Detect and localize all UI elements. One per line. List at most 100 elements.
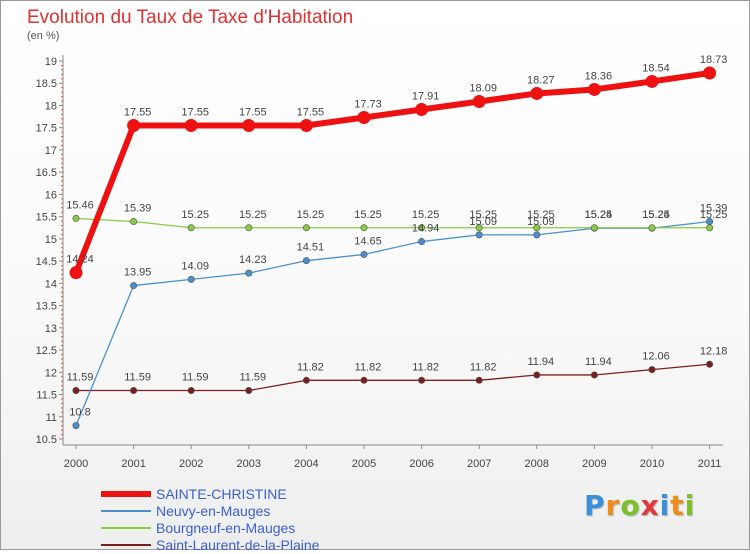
data-label: 11.82 xyxy=(355,361,382,373)
data-point xyxy=(245,269,253,277)
legend-swatch xyxy=(101,491,151,497)
logo-letter: P xyxy=(584,489,606,522)
data-label: 17.55 xyxy=(239,106,267,118)
data-label: 11.59 xyxy=(239,372,266,384)
data-label: 11.59 xyxy=(124,372,151,384)
x-tick-label: 2007 xyxy=(467,458,491,470)
data-label: 15.25 xyxy=(297,209,325,221)
x-tick-label: 2000 xyxy=(64,458,88,470)
y-tick-label: 18.5 xyxy=(36,78,57,90)
y-tick-label: 13 xyxy=(45,323,57,335)
data-label: 17.55 xyxy=(124,106,152,118)
series-line xyxy=(76,363,710,392)
y-tick-label: 19 xyxy=(45,56,57,68)
data-label: 11.82 xyxy=(412,361,439,373)
x-tick-label: 2006 xyxy=(409,458,433,470)
data-label: 15.25 xyxy=(527,209,555,221)
data-label: 18.09 xyxy=(469,82,497,94)
y-tick-label: 17 xyxy=(45,145,57,157)
x-tick-label: 2003 xyxy=(237,458,261,470)
legend-label: Saint-Laurent-de-la-Plaine xyxy=(156,537,320,553)
data-label: 14.65 xyxy=(354,235,382,247)
logo-letter: r xyxy=(605,489,621,522)
data-point xyxy=(645,74,659,88)
data-point xyxy=(418,238,426,246)
logo-letter: x xyxy=(640,489,660,522)
data-point xyxy=(418,224,426,232)
data-label: 15.25 xyxy=(469,209,497,221)
y-tick-label: 10.5 xyxy=(36,434,57,446)
data-label: 18.36 xyxy=(585,70,613,82)
x-tick-label: 2008 xyxy=(525,458,549,470)
legend-label: Neuvy-en-Mauges xyxy=(156,503,271,519)
data-label: 11.59 xyxy=(182,372,209,384)
data-point xyxy=(357,110,371,124)
data-point xyxy=(533,224,541,232)
data-point xyxy=(130,387,138,395)
data-label: 10.8 xyxy=(69,407,90,419)
data-point xyxy=(127,118,141,132)
data-point xyxy=(590,224,598,232)
data-point xyxy=(648,366,656,374)
x-tick-label: 2011 xyxy=(698,458,722,470)
data-label: 15.25 xyxy=(585,209,613,221)
data-label: 15.09 xyxy=(527,216,555,228)
data-point xyxy=(130,282,138,290)
data-label: 14.23 xyxy=(239,254,267,266)
data-label: 17.91 xyxy=(412,90,440,102)
data-label: 12.06 xyxy=(642,351,670,363)
data-point xyxy=(415,102,429,116)
data-point xyxy=(530,86,544,100)
series-line xyxy=(75,220,710,426)
data-point xyxy=(360,224,368,232)
data-point xyxy=(418,376,426,384)
legend-swatch xyxy=(101,510,151,512)
data-point xyxy=(475,231,483,239)
data-point xyxy=(187,224,195,232)
data-label: 15.39 xyxy=(700,203,728,215)
proxiti-logo: Proxiti xyxy=(584,489,695,522)
y-tick-label: 16 xyxy=(45,189,57,201)
logo-letter: t xyxy=(670,489,685,522)
data-point xyxy=(187,275,195,283)
data-label: 18.54 xyxy=(642,62,670,74)
y-tick-label: 18 xyxy=(45,100,57,112)
legend-swatch xyxy=(101,527,151,529)
data-label: 15.39 xyxy=(124,203,152,215)
data-label: 14.94 xyxy=(412,223,440,235)
data-label: 17.73 xyxy=(354,98,382,110)
data-point xyxy=(472,94,486,108)
data-point xyxy=(706,360,714,368)
data-point xyxy=(245,224,253,232)
data-label: 11.94 xyxy=(585,356,612,368)
data-label: 15.25 xyxy=(412,209,440,221)
logo-letter: o xyxy=(620,489,641,522)
data-point xyxy=(533,231,541,239)
data-label: 18.27 xyxy=(527,74,555,86)
data-point xyxy=(302,224,310,232)
y-tick-label: 11.5 xyxy=(36,390,57,402)
data-label: 15.24 xyxy=(585,209,613,221)
x-tick-label: 2009 xyxy=(582,458,606,470)
data-point xyxy=(360,250,368,258)
data-point xyxy=(533,371,541,379)
data-point xyxy=(360,376,368,384)
data-label: 11.82 xyxy=(470,361,497,373)
data-point xyxy=(475,224,483,232)
x-tick-label: 2005 xyxy=(352,458,376,470)
series-line xyxy=(73,70,711,274)
y-tick-label: 14 xyxy=(45,278,57,290)
data-point xyxy=(587,82,601,96)
legend-label: SAINTE-CHRISTINE xyxy=(156,486,287,502)
series-line xyxy=(75,217,710,229)
data-point xyxy=(72,214,80,222)
data-point xyxy=(299,118,313,132)
data-label: 15.25 xyxy=(642,209,670,221)
data-label: 17.55 xyxy=(297,106,325,118)
data-point xyxy=(187,387,195,395)
y-tick-label: 16.5 xyxy=(36,167,57,179)
data-label: 15.25 xyxy=(181,209,209,221)
data-label: 11.59 xyxy=(67,372,94,384)
data-label: 15.46 xyxy=(66,199,94,211)
